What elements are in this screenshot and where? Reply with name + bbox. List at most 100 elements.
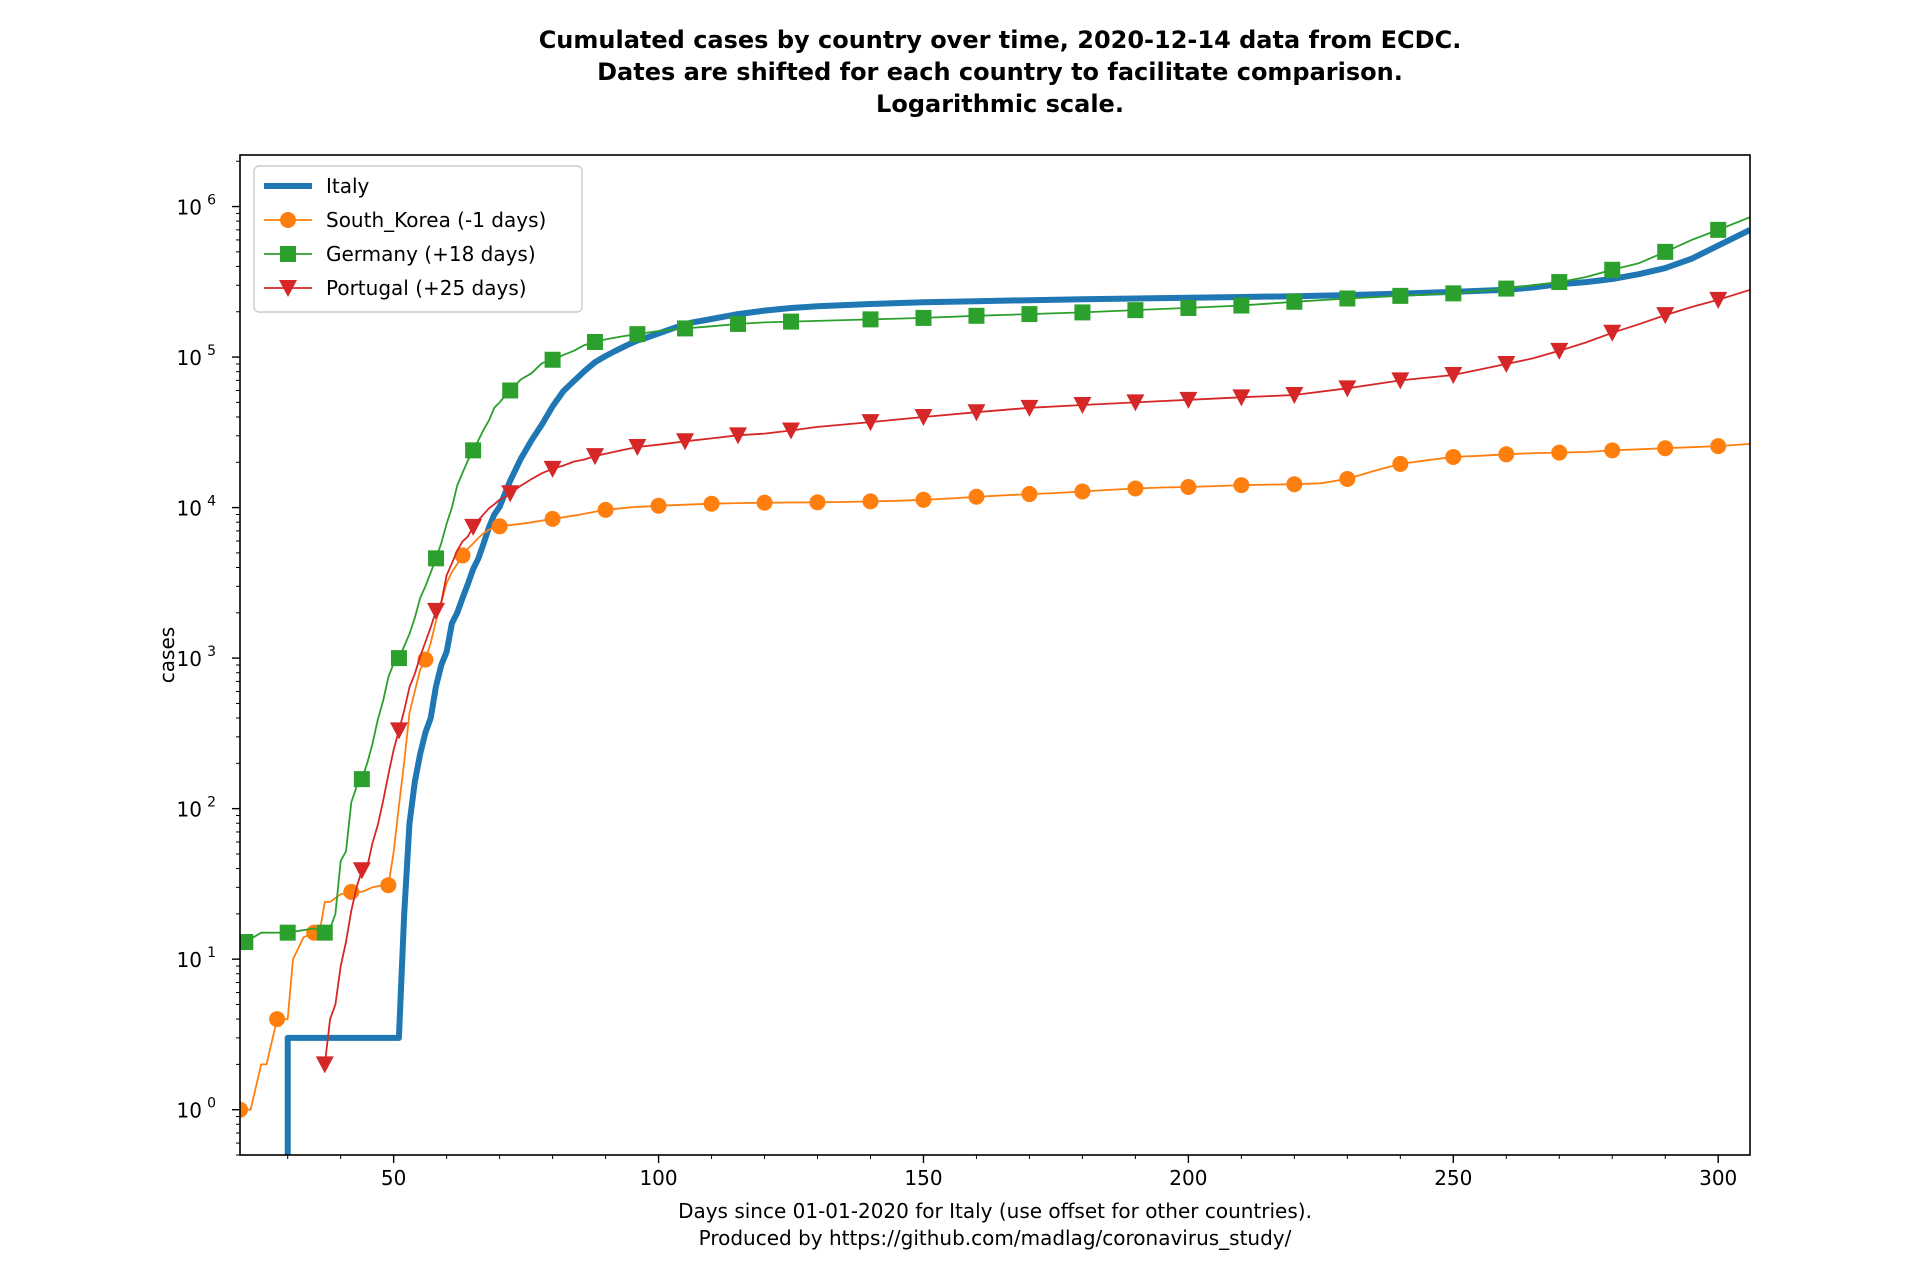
data-point-portugal (389, 722, 408, 740)
series-line-south-korea (240, 443, 1750, 1111)
data-point-germany (1180, 299, 1197, 316)
data-point-south-korea (1233, 477, 1250, 494)
data-point-south-korea (1604, 442, 1621, 459)
x-tick-label: 150 (904, 1166, 942, 1190)
series-germany (240, 216, 1750, 951)
data-point-south-korea (968, 488, 985, 505)
y-tick-label: 10 (177, 346, 202, 370)
data-point-portugal (628, 438, 647, 456)
legend: Italy South_Korea (-1 days) Germany (+18 d… (253, 165, 583, 313)
x-axis: 50 100 150 200 250 300 (287, 1155, 1737, 1190)
data-point-south-korea (650, 497, 667, 514)
data-point-germany (1551, 274, 1568, 291)
legend-item-portugal: Portugal (+25 days) (264, 276, 527, 300)
data-point-portugal (1550, 342, 1569, 360)
data-point-portugal (861, 414, 880, 432)
data-point-portugal (1232, 389, 1251, 407)
data-point-portugal (315, 1056, 334, 1074)
legend-marker-portugal (279, 280, 297, 297)
data-point-portugal (914, 408, 933, 426)
data-point-germany (240, 934, 254, 951)
title-line-1: Cumulated cases by country over time, 20… (539, 26, 1462, 54)
data-point-south-korea (1127, 480, 1144, 497)
data-point-portugal (1285, 386, 1304, 404)
data-point-germany (783, 313, 800, 330)
data-point-portugal (676, 433, 695, 451)
data-point-germany (1604, 261, 1621, 278)
data-point-portugal (427, 602, 446, 620)
chart-title: Cumulated cases by country over time, 20… (539, 26, 1462, 118)
data-point-portugal (1073, 397, 1092, 415)
data-point-south-korea (1498, 446, 1515, 463)
y-tick-exponent: 3 (207, 644, 216, 660)
plot-frame (239, 154, 1751, 1156)
y-tick-exponent: 1 (207, 945, 216, 961)
x-tick-label: 100 (639, 1166, 677, 1190)
data-point-south-korea (703, 495, 720, 512)
y-tick-exponent: 6 (207, 193, 216, 209)
y-tick-label: 10 (177, 1099, 202, 1123)
data-point-portugal (1497, 355, 1516, 373)
data-point-portugal (543, 460, 562, 478)
x-tick-label: 300 (1699, 1166, 1737, 1190)
series-line-italy (284, 227, 1750, 1155)
data-point-south-korea (1286, 476, 1303, 493)
data-point-portugal (967, 404, 986, 422)
data-point-south-korea (1180, 479, 1197, 496)
series-portugal (315, 288, 1750, 1074)
series-line-portugal (323, 288, 1750, 1065)
data-point-germany (730, 315, 747, 332)
data-point-germany (1445, 285, 1462, 302)
data-point-south-korea (809, 494, 826, 511)
data-point-south-korea (1074, 483, 1091, 500)
data-point-south-korea (1710, 438, 1727, 455)
x-axis-label-line-2: Produced by https://github.com/madlag/co… (699, 1226, 1292, 1250)
y-tick-exponent: 5 (207, 343, 216, 359)
data-point-south-korea (1392, 455, 1409, 472)
data-point-south-korea (1339, 470, 1356, 487)
x-tick-label: 50 (381, 1166, 406, 1190)
y-tick-label: 10 (177, 948, 202, 972)
data-point-portugal (1338, 380, 1357, 398)
data-point-germany (629, 326, 646, 343)
data-point-south-korea (380, 877, 397, 894)
data-point-south-korea (1021, 486, 1038, 503)
data-point-germany (1233, 297, 1250, 314)
legend-label-south-korea: South_Korea (-1 days) (326, 208, 546, 232)
y-tick-exponent: 2 (207, 795, 216, 811)
data-point-portugal (464, 518, 483, 536)
data-point-germany (1392, 287, 1409, 304)
data-point-south-korea (491, 518, 508, 535)
legend-item-south-korea: South_Korea (-1 days) (264, 208, 546, 232)
legend-marker-south-korea (280, 212, 296, 228)
data-point-germany (1339, 290, 1356, 307)
data-point-portugal (1179, 391, 1198, 409)
y-tick-exponent: 0 (207, 1096, 216, 1112)
data-point-south-korea (1445, 448, 1462, 465)
data-point-germany (915, 309, 932, 326)
data-point-germany (502, 382, 519, 399)
data-point-portugal (1709, 291, 1728, 309)
data-point-south-korea (269, 1011, 286, 1028)
data-point-south-korea (597, 501, 614, 518)
data-point-south-korea (240, 1101, 248, 1118)
y-axis-label: cases (155, 627, 179, 683)
data-point-south-korea (1657, 440, 1674, 457)
data-point-portugal (501, 485, 520, 503)
data-point-south-korea (1551, 444, 1568, 461)
x-axis-label-line-1: Days since 01-01-2020 for Italy (use off… (678, 1199, 1312, 1223)
x-tick-label: 200 (1169, 1166, 1207, 1190)
data-point-portugal (729, 427, 748, 445)
legend-label-portugal: Portugal (+25 days) (326, 276, 527, 300)
data-point-portugal (1603, 324, 1622, 342)
legend-item-italy: Italy (264, 174, 370, 198)
y-tick-exponent: 4 (207, 494, 216, 510)
data-point-germany (1286, 293, 1303, 310)
y-tick-label: 10 (177, 497, 202, 521)
data-point-portugal (1656, 307, 1675, 325)
series-layer (240, 216, 1750, 1155)
data-point-portugal (1126, 394, 1145, 412)
data-point-germany (1127, 302, 1144, 319)
data-point-portugal (585, 448, 604, 466)
